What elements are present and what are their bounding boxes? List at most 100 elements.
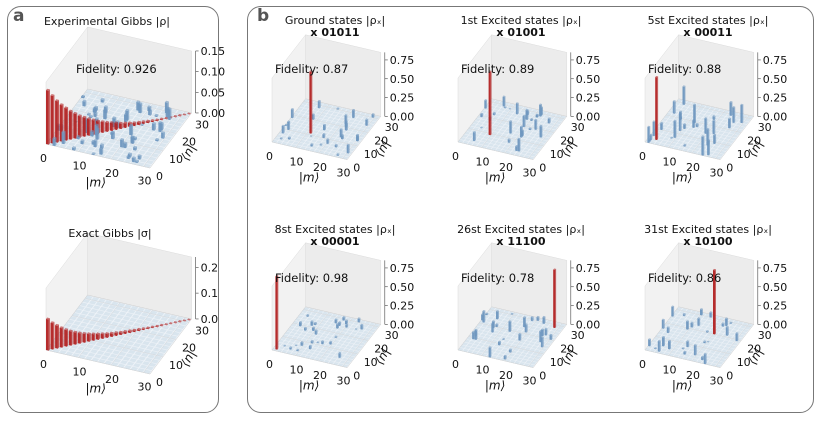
floor-tile [157,320,166,325]
floor-tile [333,125,339,129]
floor-tile [70,138,79,143]
floor-tile [673,332,680,336]
floor-tile [306,311,312,315]
floor-tile [531,131,537,135]
floor-tile [462,140,469,144]
floor-tile [682,142,688,146]
floor-tile [512,126,519,131]
bar-top [52,136,57,139]
floor-tile [343,140,350,144]
chart-subtitle: x 10100 [683,235,733,248]
floor-tile [663,345,670,349]
floor-tile [527,351,534,355]
bar [662,337,664,347]
bar [700,309,702,316]
floor-tile [526,331,532,335]
floor-tile [695,311,702,315]
floor-tile [280,336,287,341]
floor-tile [69,316,78,321]
floor-tile [522,343,529,347]
bar-side [85,100,87,107]
bar [732,107,735,123]
bar-top [94,117,99,120]
floor-tile [462,342,468,346]
floor-tile [294,125,300,129]
floor-tile [144,357,153,362]
bar-side [549,117,551,124]
bar-side [157,114,159,118]
floor-tile [111,341,119,347]
floor-tile [121,101,130,107]
floor-tile [557,118,564,122]
floor-tile [545,112,552,116]
floor-tile [534,141,541,145]
floor-tile [533,343,540,347]
bar-side [482,127,483,129]
floor-tile [726,350,732,354]
floor-tile [536,353,543,357]
bar-side [167,323,169,326]
floor-tile [464,131,471,135]
bar-top [518,332,522,335]
floor-tile [140,106,149,111]
bar-side [79,135,81,140]
bar-side [94,333,96,341]
floor-tile [153,335,162,340]
floor-tile [295,346,301,350]
floor-tile [474,140,480,144]
bar-side [367,118,369,126]
bar-side [316,329,318,335]
floor-tile [157,114,166,119]
floor-tile [522,350,529,354]
x-tick-label: 10 [663,156,677,169]
floor-tile [359,112,366,116]
bar-top [310,320,314,322]
z-tick-label: 0.25 [390,92,415,105]
floor-tile [728,319,734,323]
floor-tile [319,336,326,340]
bar-top [112,116,117,119]
bar-side [695,104,696,124]
bar-side [139,328,141,332]
floor-tile [666,119,673,123]
floor-tile [740,325,746,329]
floor-tile [298,328,304,332]
floor-tile [70,324,79,329]
bar-side [338,107,340,110]
floor-tile [315,313,322,317]
floor-tile [728,325,735,329]
bar-top [127,329,132,332]
floor-tile [90,329,98,334]
bar [712,120,715,135]
floor-tile [339,325,346,329]
floor-tile [684,110,691,114]
floor-tile [472,120,479,124]
bar-top [334,143,338,146]
floor-tile [352,129,358,133]
floor-tile [669,331,675,335]
floor-tile [530,332,537,336]
x-tick-label: 20 [105,167,119,180]
floor-tile [339,117,346,121]
bar-top [701,355,704,358]
bar-side [135,146,137,151]
floor-tile [77,326,85,331]
bar [284,125,287,127]
floor-tile [517,342,524,346]
bar [55,100,58,143]
floor-tile [335,359,341,363]
bar [155,139,158,142]
floor-tile [317,332,323,336]
floor-tile [677,140,684,145]
floor-tile [81,351,89,356]
floor-tile [350,145,357,149]
floor-tile [147,148,156,153]
floor-tile [360,118,367,123]
floor-tile [176,110,184,115]
x-tick-label: 30 [710,167,724,180]
floor-tile [528,357,534,361]
floor-tile [164,342,172,347]
floor-tile [513,319,520,323]
bar-top [721,322,725,324]
floor-tile [557,326,564,330]
